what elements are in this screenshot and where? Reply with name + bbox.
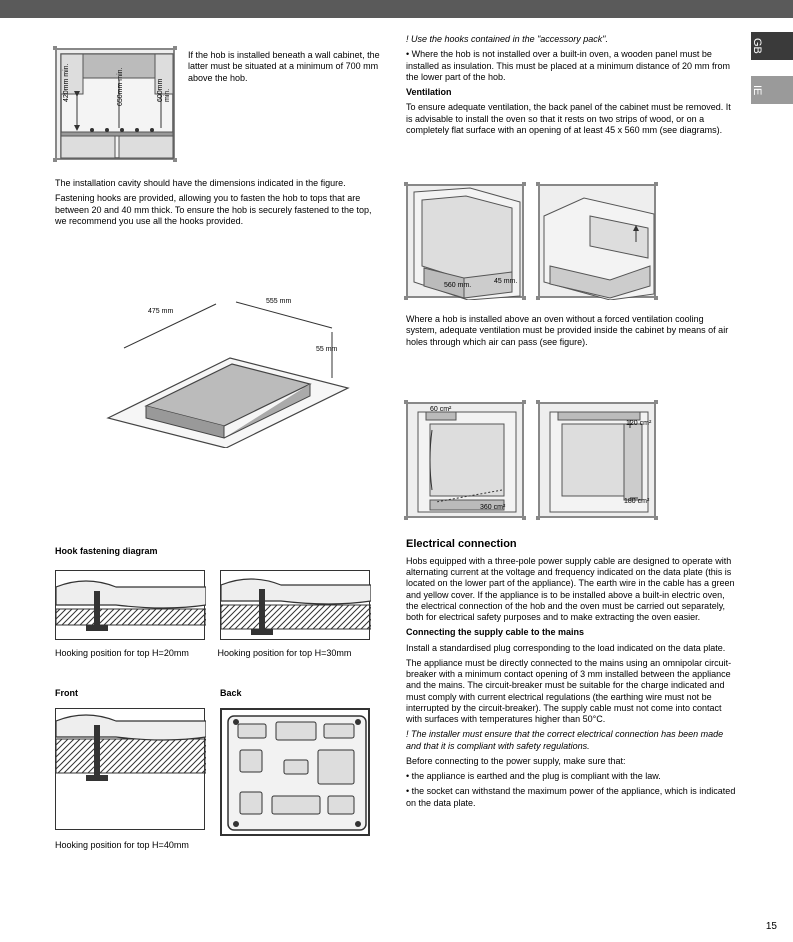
hook-c-label: Hooking position for top H=40mm [55, 840, 215, 851]
dim-width: 555 mm [266, 298, 291, 305]
tab-gb-label: GB [751, 32, 763, 60]
leftcol-top: If the hob is installed beneath a wall c… [188, 50, 382, 88]
cutout-svg [100, 288, 356, 448]
hook-front: Front [55, 688, 78, 699]
dim-600: 600mm min. [157, 79, 171, 102]
hook-a-label: Hooking position for top H=20mm [55, 648, 215, 659]
hook-diagram-40 [55, 708, 205, 830]
vent-diagram-b [538, 184, 656, 298]
oven-p1: Where a hob is installed above an oven w… [406, 314, 736, 348]
oven-diagram-a: 60 cm² 360 cm² [406, 402, 524, 518]
tab-ie: IE [751, 76, 793, 104]
page-number: 15 [766, 921, 777, 932]
tab-ie-label: IE [751, 76, 763, 104]
dim-420: 420mm min. [63, 63, 70, 102]
vent-title: Ventilation [406, 87, 736, 98]
side-tabs: GB IE [751, 32, 793, 120]
s180: 180 cm² [624, 498, 649, 505]
s360: 360 cm² [480, 504, 505, 511]
leftcol-b4: If the hob is installed beneath a wall c… [188, 50, 382, 84]
header-bar [0, 0, 793, 18]
dim-depth: 475 mm [148, 308, 173, 315]
vent-560: 560 mm. [444, 282, 471, 289]
elec-title: Electrical connection [406, 538, 736, 552]
mains-note: ! The installer must ensure that the cor… [406, 729, 736, 752]
s120: 120 cm² [626, 420, 651, 427]
cutout-diagram: 475 mm 555 mm 55 mm [100, 288, 356, 448]
tab-gb: GB [751, 32, 793, 60]
hook-diagram-20 [55, 570, 205, 640]
page: GB IE 420mm min. 650mm min. 600mm min. I… [0, 18, 793, 942]
mains-li1: • the appliance is earthed and the plug … [406, 771, 736, 782]
cutout-p2: Fastening hooks are provided, allowing y… [55, 193, 381, 227]
dim-650: 650mm min. [117, 67, 124, 106]
hook-b-label: Hooking position for top H=30mm [218, 648, 378, 659]
s60: 60 cm² [430, 406, 451, 413]
mains-li2: • the socket can withstand the maximum p… [406, 786, 736, 809]
hook-title: Hook fastening diagram [55, 546, 381, 561]
cutout-p1: The installation cavity should have the … [55, 178, 381, 189]
hood-clearance-diagram: 420mm min. 650mm min. 600mm min. [55, 48, 175, 160]
hook-labels-1: Hooking position for top H=20mm Hooking … [55, 648, 381, 659]
rightcol-bottom: Electrical connection Hobs equipped with… [406, 538, 736, 813]
leftcol-mid: The installation cavity should have the … [55, 178, 381, 231]
hook-back: Back [220, 688, 242, 699]
hob-underside-diagram [220, 708, 370, 836]
vent-diagram-a: 560 mm. 45 mm. [406, 184, 524, 298]
note1: ! Use the hooks contained in the "access… [406, 34, 736, 45]
dim-side: 55 mm [316, 346, 337, 353]
hook-title-text: Hook fastening diagram [55, 546, 381, 557]
hook-diagram-30 [220, 570, 370, 640]
rightcol-mid: Where a hob is installed above an oven w… [406, 314, 736, 352]
oven-diagram-b: 120 cm² 180 cm² [538, 402, 656, 518]
rightcol: ! Use the hooks contained in the "access… [406, 34, 736, 140]
mains-title: Connecting the supply cable to the mains [406, 627, 736, 638]
elec-p1: Hobs equipped with a three-pole power su… [406, 556, 736, 624]
mains-p2: The appliance must be directly connected… [406, 658, 736, 726]
vent-p1: To ensure adequate ventilation, the back… [406, 102, 736, 136]
para2: • Where the hob is not installed over a … [406, 49, 736, 83]
mains-p1: Install a standardised plug correspondin… [406, 643, 736, 654]
mains-before: Before connecting to the power supply, m… [406, 756, 736, 767]
vent-45: 45 mm. [494, 278, 517, 285]
